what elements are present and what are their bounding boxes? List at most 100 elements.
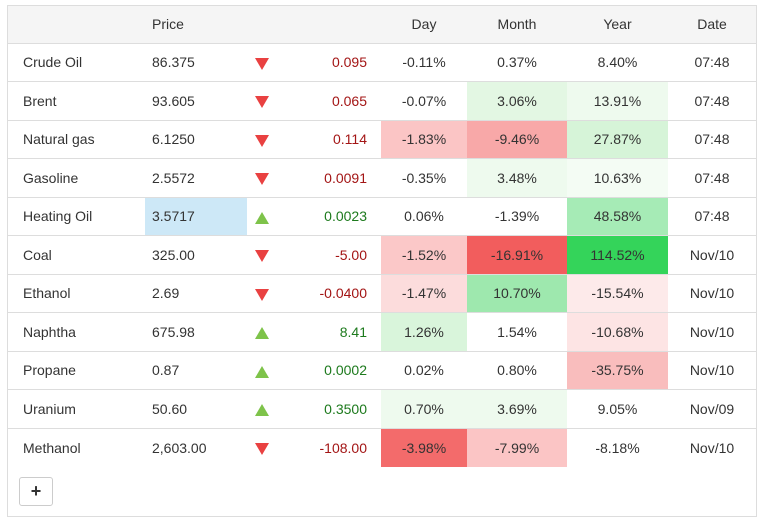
cell-month: 3.48% bbox=[467, 158, 567, 197]
commodity-name[interactable]: Crude Oil bbox=[8, 42, 145, 82]
cell-change: 0.0023 bbox=[279, 196, 381, 236]
table-body: Crude Oil 86.375 0.095 -0.11% 0.37% 8.40% 07:4… bbox=[8, 42, 756, 467]
cell-price: 3.5717 bbox=[145, 196, 247, 236]
header-arrow bbox=[247, 6, 279, 44]
commodity-name[interactable]: Natural gas bbox=[8, 119, 145, 159]
cell-month: 0.80% bbox=[467, 350, 567, 390]
cell-change: 0.3500 bbox=[279, 389, 381, 428]
triangle-down-icon bbox=[255, 57, 269, 70]
cell-month: -7.99% bbox=[467, 427, 567, 467]
table-row[interactable]: Coal 325.00 -5.00 -1.52% -16.91% 114.52% Nov/1… bbox=[8, 235, 756, 274]
triangle-up-icon bbox=[255, 365, 269, 378]
cell-date: 07:48 bbox=[668, 81, 756, 120]
cell-year: -8.18% bbox=[567, 427, 668, 467]
trend-icon-cell bbox=[247, 312, 279, 351]
table-row[interactable]: Naphtha 675.98 8.41 1.26% 1.54% -10.68% Nov/10 bbox=[8, 312, 756, 351]
cell-date: 07:48 bbox=[668, 119, 756, 159]
cell-date: Nov/10 bbox=[668, 235, 756, 274]
cell-day: -0.07% bbox=[381, 81, 467, 120]
cell-year: -35.75% bbox=[567, 350, 668, 390]
header-name bbox=[8, 6, 145, 44]
commodity-name[interactable]: Uranium bbox=[8, 389, 145, 428]
header-month[interactable]: Month bbox=[467, 6, 567, 44]
table-header-row: Price Day Month Year Date bbox=[8, 6, 756, 44]
table-row[interactable]: Natural gas 6.1250 0.114 -1.83% -9.46% 27.87%… bbox=[8, 119, 756, 159]
cell-price: 2,603.00 bbox=[145, 427, 247, 467]
cell-change: 0.0002 bbox=[279, 350, 381, 390]
triangle-down-icon bbox=[255, 173, 269, 186]
commodity-name[interactable]: Propane bbox=[8, 350, 145, 390]
cell-change: -0.0400 bbox=[279, 273, 381, 313]
commodity-name[interactable]: Naphtha bbox=[8, 312, 145, 351]
cell-year: 10.63% bbox=[567, 158, 668, 197]
trend-icon-cell bbox=[247, 273, 279, 313]
table-row[interactable]: Crude Oil 86.375 0.095 -0.11% 0.37% 8.40% 07:4… bbox=[8, 42, 756, 82]
cell-price: 50.60 bbox=[145, 389, 247, 428]
add-row-button[interactable]: + bbox=[19, 477, 53, 506]
cell-year: 114.52% bbox=[567, 235, 668, 274]
cell-month: -16.91% bbox=[467, 235, 567, 274]
cell-year: 8.40% bbox=[567, 42, 668, 82]
cell-date: 07:48 bbox=[668, 158, 756, 197]
cell-year: 13.91% bbox=[567, 81, 668, 120]
triangle-down-icon bbox=[255, 96, 269, 109]
triangle-up-icon bbox=[255, 327, 269, 340]
trend-icon-cell bbox=[247, 119, 279, 159]
table-row[interactable]: Uranium 50.60 0.3500 0.70% 3.69% 9.05% Nov/09 bbox=[8, 389, 756, 428]
table-row[interactable]: Gasoline 2.5572 0.0091 -0.35% 3.48% 10.63% 07:… bbox=[8, 158, 756, 197]
cell-year: -15.54% bbox=[567, 273, 668, 313]
cell-month: 1.54% bbox=[467, 312, 567, 351]
cell-change: -108.00 bbox=[279, 427, 381, 467]
triangle-down-icon bbox=[255, 250, 269, 263]
triangle-up-icon bbox=[255, 404, 269, 417]
cell-date: Nov/10 bbox=[668, 350, 756, 390]
cell-date: 07:48 bbox=[668, 196, 756, 236]
trend-icon-cell bbox=[247, 235, 279, 274]
cell-day: -0.35% bbox=[381, 158, 467, 197]
cell-price: 2.69 bbox=[145, 273, 247, 313]
triangle-down-icon bbox=[255, 288, 269, 301]
cell-day: 0.06% bbox=[381, 196, 467, 236]
cell-day: -1.47% bbox=[381, 273, 467, 313]
commodity-name[interactable]: Coal bbox=[8, 235, 145, 274]
cell-month: -1.39% bbox=[467, 196, 567, 236]
cell-year: 9.05% bbox=[567, 389, 668, 428]
trend-icon-cell bbox=[247, 196, 279, 236]
commodities-table: Price Day Month Year Date Crude Oil 86.37… bbox=[8, 6, 756, 467]
cell-month: 3.69% bbox=[467, 389, 567, 428]
header-year[interactable]: Year bbox=[567, 6, 668, 44]
cell-year: 27.87% bbox=[567, 119, 668, 159]
cell-month: 3.06% bbox=[467, 81, 567, 120]
cell-price: 675.98 bbox=[145, 312, 247, 351]
cell-year: 48.58% bbox=[567, 196, 668, 236]
trend-icon-cell bbox=[247, 81, 279, 120]
triangle-down-icon bbox=[255, 134, 269, 147]
commodity-name[interactable]: Brent bbox=[8, 81, 145, 120]
header-price[interactable]: Price bbox=[145, 6, 247, 44]
cell-month: 0.37% bbox=[467, 42, 567, 82]
table-row[interactable]: Propane 0.87 0.0002 0.02% 0.80% -35.75% Nov/10 bbox=[8, 350, 756, 390]
header-date: Date bbox=[668, 6, 756, 44]
triangle-up-icon bbox=[255, 211, 269, 224]
cell-date: Nov/09 bbox=[668, 389, 756, 428]
cell-price: 93.605 bbox=[145, 81, 247, 120]
cell-date: Nov/10 bbox=[668, 312, 756, 351]
cell-change: 0.114 bbox=[279, 119, 381, 159]
trend-icon-cell bbox=[247, 350, 279, 390]
commodity-name[interactable]: Heating Oil bbox=[8, 196, 145, 236]
cell-price: 325.00 bbox=[145, 235, 247, 274]
table-row[interactable]: Brent 93.605 0.065 -0.07% 3.06% 13.91% 07:48 bbox=[8, 81, 756, 120]
table-row[interactable]: Ethanol 2.69 -0.0400 -1.47% 10.70% -15.54% Nov… bbox=[8, 273, 756, 313]
commodity-name[interactable]: Methanol bbox=[8, 427, 145, 467]
cell-day: -3.98% bbox=[381, 427, 467, 467]
header-day[interactable]: Day bbox=[381, 6, 467, 44]
table-row[interactable]: Methanol 2,603.00 -108.00 -3.98% -7.99% -8.18… bbox=[8, 427, 756, 467]
cell-day: 0.70% bbox=[381, 389, 467, 428]
table-row[interactable]: Heating Oil 3.5717 0.0023 0.06% -1.39% 48.58%… bbox=[8, 196, 756, 236]
cell-date: Nov/10 bbox=[668, 273, 756, 313]
cell-day: -1.52% bbox=[381, 235, 467, 274]
commodity-name[interactable]: Ethanol bbox=[8, 273, 145, 313]
commodity-name[interactable]: Gasoline bbox=[8, 158, 145, 197]
cell-year: -10.68% bbox=[567, 312, 668, 351]
cell-change: 0.095 bbox=[279, 42, 381, 82]
